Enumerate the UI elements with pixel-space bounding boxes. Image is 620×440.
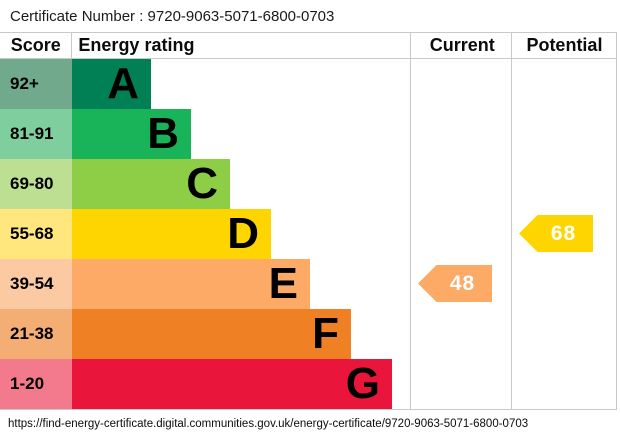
column-divider-potential: [511, 33, 512, 410]
current-rating-arrow: 48: [418, 265, 492, 302]
certificate-url: https://find-energy-certificate.digital.…: [8, 418, 529, 430]
band-bar-c: C: [72, 159, 230, 209]
table-header-row: Score Energy rating Current Potential: [0, 33, 617, 59]
band-bar-e: E: [72, 259, 310, 309]
column-divider-current: [410, 33, 411, 410]
band-score-range: 92+: [0, 59, 72, 109]
header-current: Current: [429, 35, 495, 55]
band-row-b: 81-91 B: [0, 109, 617, 159]
band-score-range: 1-20: [0, 359, 72, 409]
band-row-g: 1-20 G: [0, 359, 617, 409]
band-score-range: 21-38: [0, 309, 72, 359]
header-potential: Potential: [526, 35, 603, 55]
band-score-range: 55-68: [0, 209, 72, 259]
current-rating-value: 48: [449, 271, 476, 295]
band-bar-d: D: [72, 209, 271, 259]
band-bar-f: F: [72, 309, 351, 359]
band-row-e: 39-54 E: [0, 259, 617, 309]
energy-rating-table: Score Energy rating Current Potential 92…: [0, 32, 617, 410]
band-bar-b: B: [72, 109, 191, 159]
band-score-range: 39-54: [0, 259, 72, 309]
header-energy-rating: Energy rating: [78, 35, 195, 55]
band-row-c: 69-80 C: [0, 159, 617, 209]
band-bar-g: G: [72, 359, 392, 409]
potential-rating-value: 68: [550, 221, 577, 245]
table-right-border: [616, 33, 617, 410]
band-rows: 92+ A 81-91 B 69-80 C 55-68 D 39-54 E 21…: [0, 59, 617, 410]
band-score-range: 81-91: [0, 109, 72, 159]
band-row-a: 92+ A: [0, 59, 617, 109]
band-row-f: 21-38 F: [0, 309, 617, 359]
band-score-range: 69-80: [0, 159, 72, 209]
band-row-d: 55-68 D: [0, 209, 617, 259]
certificate-number: Certificate Number : 9720-9063-5071-6800…: [10, 8, 335, 25]
header-score: Score: [0, 33, 73, 58]
band-bar-a: A: [72, 59, 151, 109]
